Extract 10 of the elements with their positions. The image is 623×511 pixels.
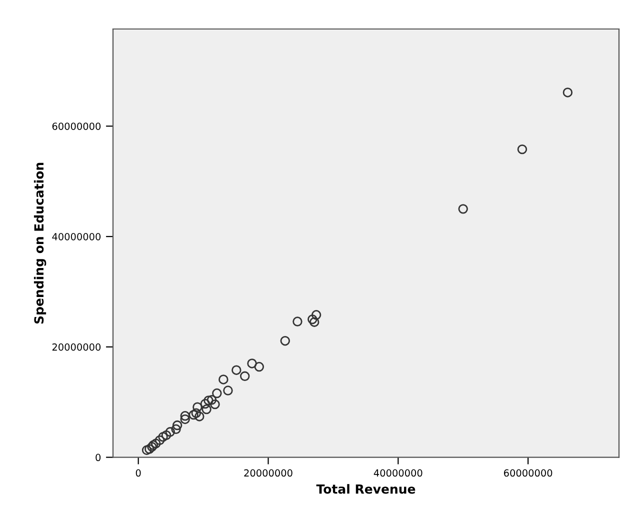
x-tick-label: 40000000 xyxy=(374,469,422,477)
y-tick-label: 20000000 xyxy=(52,343,101,351)
y-tick-label: 40000000 xyxy=(52,233,101,240)
y-tick-label: 60000000 xyxy=(52,122,101,130)
y-axis-title: Spending on Education xyxy=(34,162,46,324)
x-tick-label: 60000000 xyxy=(504,469,552,477)
x-tick-label: 0 xyxy=(136,469,141,477)
x-axis-title: Total Revenue xyxy=(316,484,416,494)
x-tick-label: 20000000 xyxy=(244,469,292,477)
y-tick-label: 0 xyxy=(96,454,101,462)
